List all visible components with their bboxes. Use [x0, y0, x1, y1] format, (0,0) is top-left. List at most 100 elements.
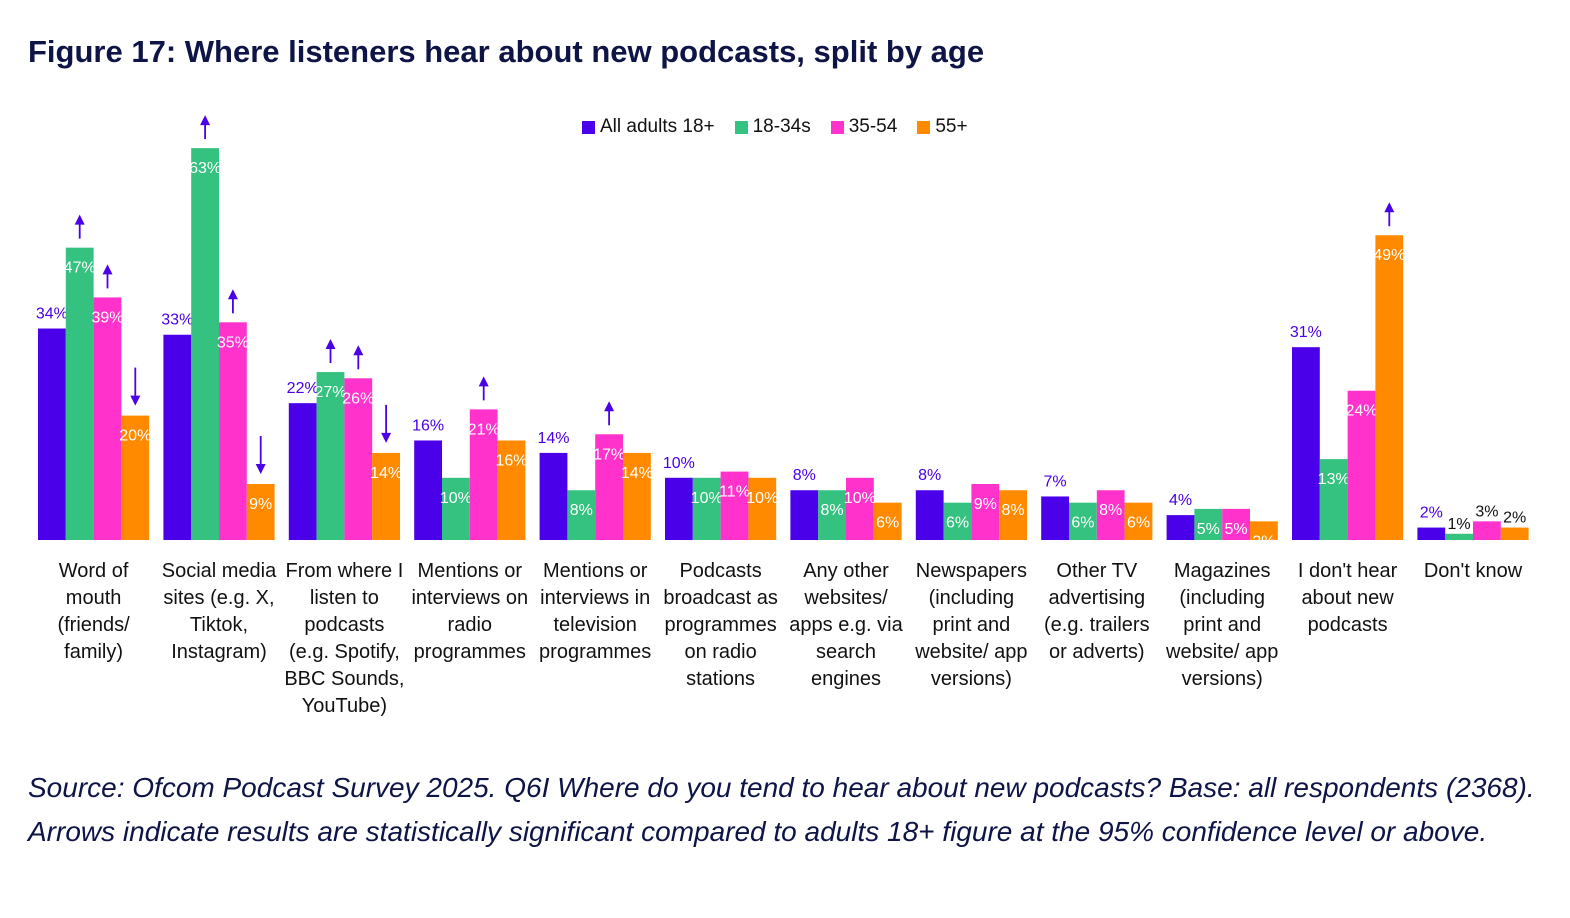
legend-label: All adults 18+ [600, 116, 715, 137]
legend-item: 18-34s [734, 116, 811, 138]
data-label: 16% [495, 452, 527, 469]
data-label: 4% [1169, 492, 1192, 509]
bar [191, 148, 219, 540]
bar [1222, 508, 1250, 540]
source-note: Source: Ofcom Podcast Survey 2025. Q6I W… [28, 772, 1535, 847]
bar [1417, 527, 1446, 540]
bar [121, 415, 150, 540]
bar [219, 322, 247, 540]
data-label: 10% [663, 455, 695, 472]
bar [246, 484, 275, 540]
bar [372, 452, 400, 540]
arrow-head [1384, 202, 1395, 213]
legend-swatch [830, 120, 844, 134]
bar [1347, 390, 1376, 540]
legend-swatch [734, 120, 748, 134]
category-label: I don't hear about new podcasts [1297, 560, 1398, 636]
data-label: 8% [570, 502, 593, 519]
data-label: 20% [119, 428, 151, 445]
data-label: 35% [217, 334, 249, 351]
legend-label: 18-34s [752, 116, 811, 137]
data-label: 21% [468, 421, 500, 438]
data-label: 10% [440, 490, 472, 507]
category-label: Don't know [1423, 560, 1523, 582]
data-label: 10% [844, 490, 876, 507]
arrow-head [325, 339, 336, 350]
bar [720, 471, 749, 540]
bar [1250, 521, 1278, 540]
bar-chart: 34% 47% 39% 20% 33% 63% 35% 9% 22%27%26% 14% 16% 10… [35, 115, 1529, 550]
category-label: Podcasts broadcast as programmes on radi… [663, 560, 778, 690]
bar [539, 452, 568, 540]
bar [790, 490, 819, 540]
data-label: 34% [36, 306, 68, 323]
data-label: 3% [1475, 503, 1498, 520]
bar [316, 372, 345, 540]
data-label: 8% [821, 502, 844, 519]
bar [873, 502, 902, 540]
category-label: Other TV advertising (e.g. trailers or a… [1044, 560, 1150, 663]
data-label: 3% [1252, 533, 1275, 550]
bar [344, 378, 373, 540]
bar [442, 477, 470, 540]
data-label: 47% [64, 260, 96, 277]
data-label: 1% [1448, 516, 1471, 533]
bar [65, 247, 94, 540]
arrow-head [227, 289, 238, 300]
data-label: 49% [1373, 247, 1405, 264]
data-label: 6% [876, 515, 899, 532]
legend-label: 35-54 [848, 116, 898, 137]
data-label: 10% [746, 490, 778, 507]
bar [623, 452, 651, 540]
data-label: 8% [1002, 502, 1025, 519]
bar [595, 434, 623, 540]
category-label: Newspapers (including print and website/… [915, 560, 1028, 690]
data-label: 9% [974, 496, 997, 513]
bar [497, 440, 526, 540]
data-label: 8% [918, 467, 941, 484]
legend-swatch [917, 120, 931, 134]
data-label: 31% [1290, 324, 1322, 341]
bar [1069, 502, 1097, 540]
bar [846, 477, 874, 540]
arrow-head [255, 464, 266, 475]
data-label: 17% [593, 446, 625, 463]
data-label: 22% [287, 380, 319, 397]
bar [1375, 235, 1404, 540]
bar [818, 490, 846, 540]
bar [469, 409, 498, 540]
data-label: 6% [1071, 515, 1094, 532]
data-label: 11% [719, 484, 750, 501]
bar [943, 502, 972, 540]
bar [748, 477, 777, 540]
bar [1166, 515, 1195, 540]
data-label: 8% [793, 467, 816, 484]
category-label: Any other websites/ apps e.g. via search… [789, 560, 903, 690]
bar [567, 490, 596, 540]
bar [1096, 490, 1125, 540]
data-label: 13% [1318, 471, 1350, 488]
bar [38, 328, 66, 540]
legend-item: 35-54 [830, 116, 898, 138]
data-label: 5% [1225, 521, 1248, 538]
bar [1473, 521, 1501, 540]
arrow-head [102, 264, 113, 275]
data-label: 33% [161, 312, 193, 329]
data-label: 9% [249, 496, 272, 513]
data-label: 26% [342, 390, 374, 407]
data-label: 7% [1044, 473, 1067, 490]
legend-item: All adults 18+ [582, 116, 715, 138]
arrow-head [130, 395, 141, 406]
data-label: 5% [1197, 521, 1220, 538]
data-label: 2% [1503, 510, 1526, 527]
bar [915, 490, 944, 540]
category-label: Mentions or interviews in television pro… [539, 560, 652, 663]
bar [163, 334, 192, 540]
arrow-head [74, 214, 85, 225]
bar [1194, 508, 1223, 540]
data-label: 8% [1099, 502, 1122, 519]
bar [1500, 527, 1529, 540]
arrow-head [200, 115, 211, 126]
data-label: 39% [91, 309, 123, 326]
bar [665, 477, 693, 540]
